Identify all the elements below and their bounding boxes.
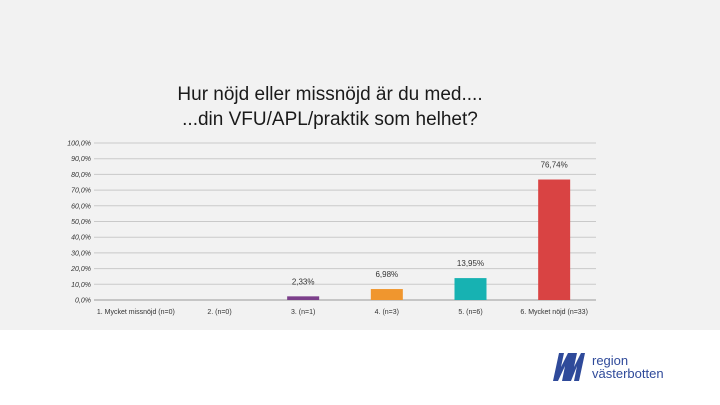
chart-title-line1: Hur nöjd eller missnöjd är du med.... xyxy=(177,84,483,105)
bars: 2,33% 6,98% 13,95% 76,74% xyxy=(287,161,571,300)
y-tick-label: 60,0% xyxy=(71,203,91,210)
y-tick-label: 30,0% xyxy=(71,250,91,257)
x-axis: 1. Mycket missnöjd (n=0) 2. (n=0) 3. (n=1)… xyxy=(97,309,588,316)
data-label: 13,95% xyxy=(457,259,484,268)
y-tick-label: 80,0% xyxy=(71,172,91,179)
region-vasterbotten-logo: region västerbotten xyxy=(552,350,664,384)
data-label: 2,33% xyxy=(292,277,315,286)
x-tick-label: 5. (n=6) xyxy=(458,309,482,316)
y-tick-label: 20,0% xyxy=(70,266,91,273)
logo-text-region: region xyxy=(592,353,629,368)
x-tick-label: 6. Mycket nöjd (n=33) xyxy=(520,309,588,316)
y-tick-label: 70,0% xyxy=(71,188,91,195)
bar xyxy=(538,179,571,300)
y-tick-label: 40,0% xyxy=(71,235,91,242)
data-label: 76,74% xyxy=(541,161,568,170)
y-tick-label: 100,0% xyxy=(67,141,91,148)
chart-title: Hur nöjd eller missnöjd är du med.... ..… xyxy=(80,82,580,132)
y-tick-label: 0,0% xyxy=(75,298,91,305)
data-label: 6,98% xyxy=(375,270,398,279)
y-axis: 0,0% 10,0% 20,0% 30,0% 40,0% 50,0% 60,0% 70,0% 8… xyxy=(67,141,91,305)
region-vasterbotten-logo-icon xyxy=(553,353,585,381)
y-tick-label: 90,0% xyxy=(71,156,91,163)
gridlines xyxy=(94,142,596,301)
y-tick-label: 50,0% xyxy=(71,219,91,226)
x-tick-label: 1. Mycket missnöjd (n=0) xyxy=(97,309,175,316)
bar xyxy=(454,278,487,300)
x-tick-label: 4. (n=3) xyxy=(375,309,399,316)
bar xyxy=(370,289,403,300)
logo-text-vasterbotten: västerbotten xyxy=(592,366,664,381)
bar xyxy=(287,296,320,300)
y-tick-label: 10,0% xyxy=(71,282,91,289)
x-tick-label: 3. (n=1) xyxy=(291,309,315,316)
x-tick-label: 2. (n=0) xyxy=(207,309,231,316)
chart-title-line2: ...din VFU/APL/praktik som helhet? xyxy=(182,109,478,130)
slide-background xyxy=(0,0,720,330)
